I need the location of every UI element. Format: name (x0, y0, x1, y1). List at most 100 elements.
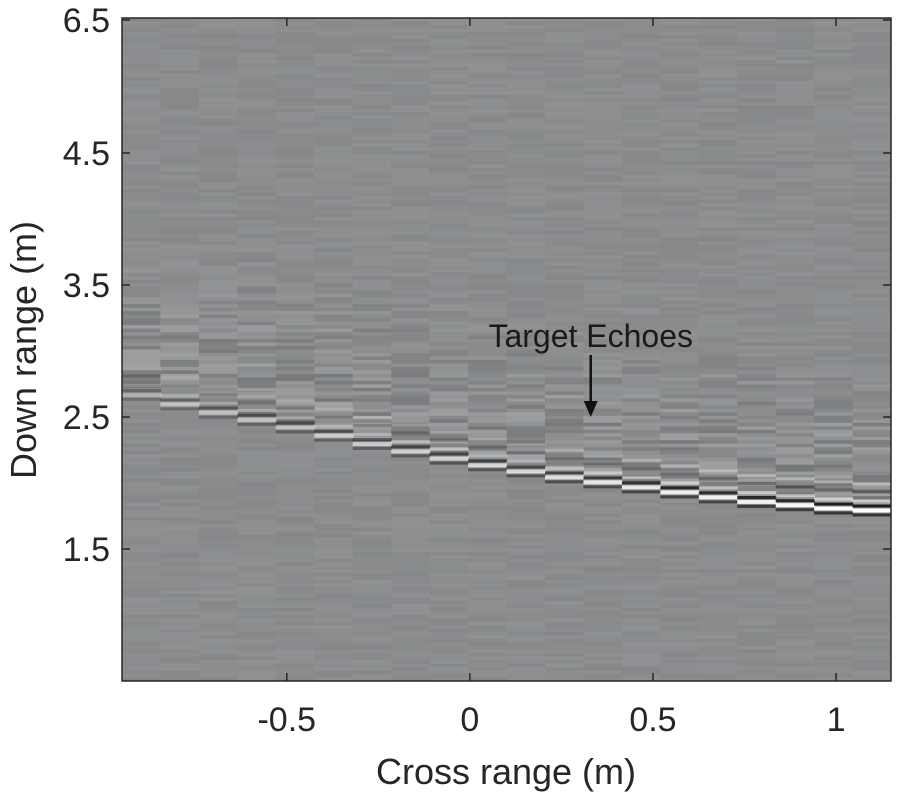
heatmap-cell (698, 544, 738, 549)
heatmap-cell (160, 230, 200, 235)
heatmap-cell (583, 122, 623, 127)
heatmap-cell (775, 642, 815, 647)
heatmap-cell (852, 262, 891, 267)
heatmap-cell (314, 223, 354, 228)
heatmap-cell (545, 175, 585, 180)
heatmap-cell (160, 447, 200, 452)
heatmap-cell (237, 21, 277, 26)
heatmap-cell (429, 415, 469, 420)
heatmap-cell (545, 18, 585, 23)
heatmap-cell (583, 112, 623, 117)
heatmap-cell (698, 433, 738, 438)
heatmap-cell (198, 185, 238, 190)
heatmap-cell (660, 255, 700, 260)
heatmap-cell (352, 112, 392, 117)
heatmap-cell (814, 244, 854, 249)
heatmap-cell (698, 18, 738, 23)
heatmap-cell (275, 237, 315, 242)
heatmap-cell (621, 342, 661, 347)
heatmap-cell (198, 534, 238, 539)
heatmap-cell (852, 482, 891, 487)
heatmap-cell (621, 635, 661, 640)
heatmap-cell (352, 667, 392, 672)
heatmap-cell (468, 45, 508, 50)
heatmap-cell (852, 562, 891, 567)
heatmap-cell (429, 269, 469, 274)
heatmap-cell (545, 496, 585, 501)
heatmap-cell (621, 241, 661, 246)
heatmap-cell (737, 279, 777, 284)
heatmap-cell (352, 475, 392, 480)
heatmap-cell (198, 98, 238, 103)
heatmap-cell (122, 63, 162, 68)
heatmap-cell (621, 422, 661, 427)
heatmap-cell (698, 576, 738, 581)
heatmap-cell (737, 426, 777, 431)
heatmap-cell (698, 422, 738, 427)
heatmap-cell (237, 394, 277, 399)
echo-segment (352, 433, 392, 436)
heatmap-cell (314, 251, 354, 256)
heatmap-cell (352, 635, 392, 640)
heatmap-cell (275, 618, 315, 623)
heatmap-cell (814, 461, 854, 466)
heatmap-cell (160, 147, 200, 152)
heatmap-cell (391, 579, 431, 584)
heatmap-cell (352, 373, 392, 378)
heatmap-cell (775, 150, 815, 155)
heatmap-cell (391, 492, 431, 497)
heatmap-cell (160, 136, 200, 141)
heatmap-cell (583, 80, 623, 85)
heatmap-cell (814, 597, 854, 602)
heatmap-cell (737, 569, 777, 574)
heatmap-cell (198, 496, 238, 501)
heatmap-cell (160, 436, 200, 441)
heatmap-cell (160, 56, 200, 61)
heatmap-cell (468, 531, 508, 536)
heatmap-cell (468, 108, 508, 113)
heatmap-cell (545, 513, 585, 518)
heatmap-cell (198, 335, 238, 340)
heatmap-cell (198, 590, 238, 595)
heatmap-cell (775, 283, 815, 288)
heatmap-cell (122, 339, 162, 344)
heatmap-cell (698, 112, 738, 117)
heatmap-cell (698, 237, 738, 242)
heatmap-cell (775, 168, 815, 173)
heatmap-cell (275, 482, 315, 487)
heatmap-cell (660, 510, 700, 515)
heatmap-cell (314, 202, 354, 207)
heatmap-cell (660, 422, 700, 427)
heatmap-cell (275, 32, 315, 37)
heatmap-cell (852, 436, 891, 441)
heatmap-cell (621, 59, 661, 64)
heatmap-cell (198, 356, 238, 361)
heatmap-cell (468, 478, 508, 483)
heatmap-cell (429, 558, 469, 563)
heatmap-cell (275, 667, 315, 672)
heatmap-cell (621, 143, 661, 148)
heatmap-cell (852, 70, 891, 75)
heatmap-cell (775, 286, 815, 291)
heatmap-cell (237, 628, 277, 633)
heatmap-cell (429, 98, 469, 103)
heatmap-cell (698, 175, 738, 180)
heatmap-cell (660, 321, 700, 326)
heatmap-cell (583, 223, 623, 228)
heatmap-cell (852, 332, 891, 337)
heatmap-cell (698, 276, 738, 281)
heatmap-cell (391, 349, 431, 354)
heatmap-cell (737, 349, 777, 354)
heatmap-cell (429, 154, 469, 159)
heatmap-cell (275, 286, 315, 291)
heatmap-cell (852, 583, 891, 588)
heatmap-cell (775, 175, 815, 180)
echo-segment (122, 366, 162, 370)
heatmap-cell (468, 216, 508, 221)
heatmap-cell (660, 394, 700, 399)
heatmap-cell (275, 450, 315, 455)
heatmap-cell (122, 241, 162, 246)
heatmap-cell (314, 440, 354, 445)
heatmap-cell (198, 147, 238, 152)
heatmap-cell (352, 77, 392, 82)
